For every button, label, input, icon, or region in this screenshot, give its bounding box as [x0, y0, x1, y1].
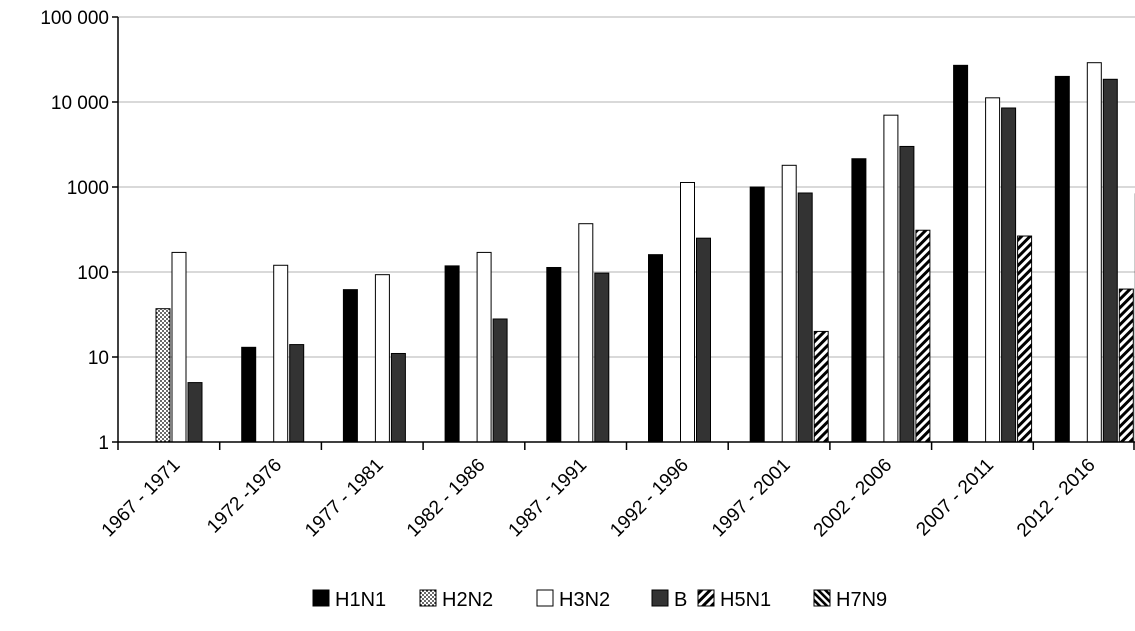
bar-h3n2-9: [1086, 62, 1102, 443]
x-tick-label: 1992 - 1996: [606, 455, 693, 542]
legend-label-b: B: [674, 589, 687, 611]
bar-b-4: [594, 272, 610, 443]
bar-b-9: [1102, 78, 1118, 443]
bar-b-8: [1001, 107, 1017, 443]
bar-h1n1-2: [342, 289, 358, 443]
x-tick-label: 1987 - 1991: [505, 455, 592, 542]
y-tick-label: 1: [98, 433, 109, 454]
y-tick-label: 100: [77, 263, 109, 284]
bar-h1n1-1: [241, 346, 257, 443]
legend-swatch-h1n1: [312, 589, 330, 607]
bar-h1n1-7: [851, 158, 867, 443]
y-tick-label: 10: [88, 348, 109, 369]
x-tick-label: 2007 - 2011: [912, 455, 998, 541]
x-tick-label: 2012 - 2016: [1013, 455, 1100, 542]
bar-h1n1-9: [1054, 75, 1070, 443]
bar-h3n2-1: [273, 264, 289, 443]
bar-h5n1-9: [1118, 288, 1134, 443]
y-axis: 1 10 100 1000 10 000 100 000: [40, 8, 119, 454]
bar-h3n2-8: [985, 97, 1001, 443]
y-tick-label: 1000: [67, 178, 109, 199]
x-tick-label: 1972 -1976: [203, 455, 286, 538]
legend: H1N1 H2N2 H3N2 B H5N1 H7N9: [312, 589, 887, 611]
bar-h3n2-5: [680, 181, 695, 443]
y-tick-label: 100 000: [40, 8, 109, 29]
bar-h5n1-7: [915, 229, 931, 443]
bar-b-1: [289, 344, 305, 443]
x-tick-label: 2002 - 2006: [810, 455, 897, 542]
x-tick-label: 1967 - 1971: [98, 455, 185, 542]
legend-swatch-h7n9: [813, 589, 831, 607]
legend-label-h7n9: H7N9: [836, 589, 887, 611]
bar-b-6: [797, 192, 813, 443]
legend-label-h5n1: H5N1: [720, 589, 771, 611]
bar-h1n1-3: [444, 265, 460, 443]
legend-swatch-h5n1: [697, 589, 715, 607]
legend-label-h1n1: H1N1: [335, 589, 386, 611]
legend-swatch-h2n2: [419, 589, 437, 607]
bar-h3n2-0: [171, 251, 187, 443]
bar-h1n1-4: [546, 266, 562, 443]
bar-h1n1-8: [953, 64, 969, 443]
bar-h3n2-7: [883, 114, 899, 443]
bar-b-0: [187, 382, 203, 443]
legend-label-h3n2: H3N2: [559, 589, 610, 611]
bar-b-7: [899, 145, 915, 443]
bar-h2n2-0: [155, 308, 171, 443]
bar-h3n2-6: [781, 164, 797, 443]
bar-h3n2-4: [578, 223, 594, 443]
bar-h1n1-6: [749, 186, 765, 443]
x-tick-label: 1982 - 1986: [403, 455, 490, 542]
x-tick-label: 1997 - 2001: [708, 455, 795, 542]
bar-h5n1-8: [1017, 235, 1033, 443]
x-axis: 1967 - 1971 1972 -1976 1977 - 1981 1982 - 1…: [98, 441, 1135, 542]
legend-swatch-h3n2: [536, 589, 554, 607]
x-tick-label: 1977 - 1981: [301, 455, 388, 542]
bar-b-2: [390, 352, 406, 443]
legend-label-h2n2: H2N2: [442, 589, 493, 611]
bar-b-3: [492, 318, 508, 443]
legend-swatch-b: [651, 589, 669, 607]
bar-h1n1-5: [648, 254, 663, 443]
bar-h3n2-3: [476, 251, 492, 443]
bars: [155, 62, 1135, 443]
bar-h3n2-2: [374, 274, 390, 443]
bar-h5n1-6: [813, 330, 829, 443]
y-tick-label: 10 000: [51, 93, 109, 114]
bar-b-5: [696, 237, 711, 443]
gridlines: [118, 16, 1135, 358]
